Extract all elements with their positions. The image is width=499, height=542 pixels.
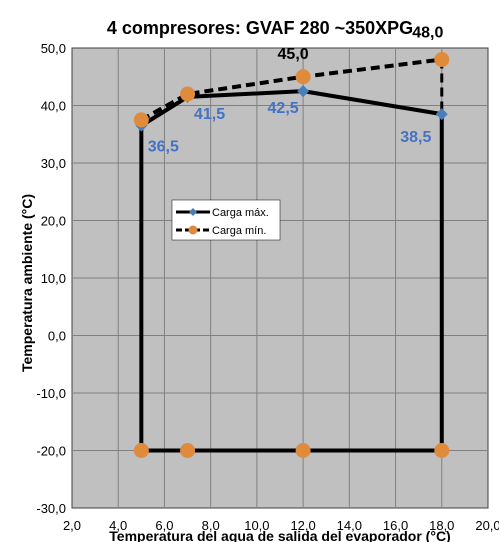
legend-marker-min [188, 225, 198, 235]
point-carga-min [434, 52, 450, 67]
data-label: 38,5 [400, 129, 431, 146]
y-axis-title: Temperatura ambiente (°C) [19, 194, 35, 372]
data-label: 45,0 [278, 46, 309, 63]
y-tick-label: 0,0 [48, 329, 66, 344]
x-tick-label: 14,0 [337, 518, 362, 533]
point-carga-max [297, 85, 310, 98]
x-tick-label: 18,0 [429, 518, 454, 533]
x-tick-label: 16,0 [383, 518, 408, 533]
legend-label-max: Carga máx. [212, 207, 269, 219]
y-tick-label: 20,0 [41, 214, 66, 229]
chart-title: 4 compresores: GVAF 280 ~350XPG [107, 18, 413, 38]
x-tick-label: 12,0 [290, 518, 315, 533]
point-carga-max [435, 108, 448, 121]
x-tick-label: 10,0 [244, 518, 269, 533]
y-tick-label: 40,0 [41, 99, 66, 114]
y-tick-label: 30,0 [41, 156, 66, 171]
data-label: 41,5 [194, 106, 225, 123]
legend-marker-max [189, 208, 197, 216]
point-carga-min [180, 86, 196, 102]
legend: Carga máx. Carga mín. [171, 199, 281, 241]
series-line-carga-min-right [141, 59, 444, 452]
y-tick-label: -10,0 [36, 386, 66, 401]
y-tick-label: -20,0 [36, 444, 66, 459]
x-tick-label: 4,0 [109, 518, 127, 533]
point-carga-min [133, 443, 149, 458]
data-label: 42,5 [268, 100, 299, 117]
x-tick-label: 8,0 [202, 518, 220, 533]
point-carga-min [295, 443, 311, 458]
x-tick-label: 20,0 [475, 518, 499, 533]
data-label: 36,5 [148, 139, 179, 156]
y-tick-label: 10,0 [41, 271, 66, 286]
data-label: 48,0 [412, 25, 443, 42]
series-line-carga-min [140, 57, 443, 122]
y-tick-label: -30,0 [36, 501, 66, 516]
legend-label-min: Carga mín. [212, 225, 266, 237]
point-carga-min [180, 443, 196, 458]
x-tick-label: 6,0 [155, 518, 173, 533]
y-tick-label: 50,0 [41, 41, 66, 56]
point-carga-min [133, 112, 149, 128]
point-carga-min [295, 69, 311, 85]
x-tick-label: 2,0 [63, 518, 81, 533]
x-axis-title: Temperatura del agua de salida del evapo… [109, 528, 450, 542]
point-carga-min [434, 443, 450, 458]
